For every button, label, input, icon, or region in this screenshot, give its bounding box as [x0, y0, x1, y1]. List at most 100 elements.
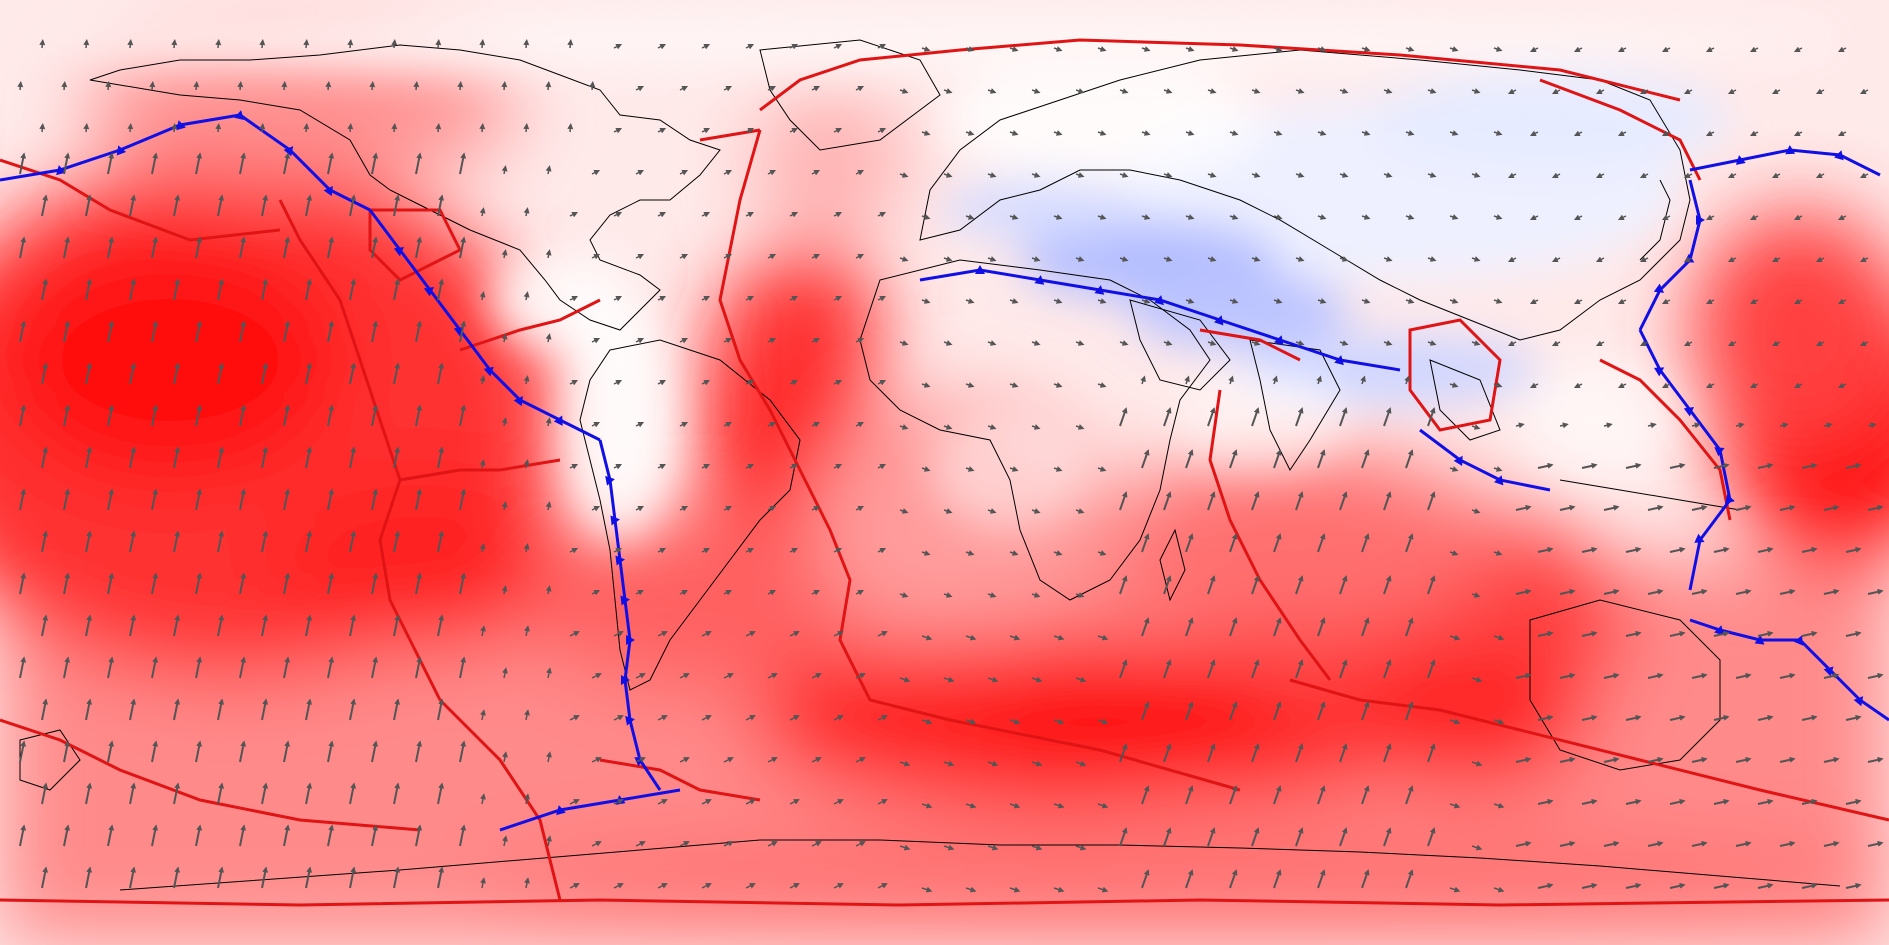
velocity-arrow [1031, 88, 1041, 94]
velocity-arrow [107, 152, 115, 175]
velocity-arrow [1119, 575, 1128, 595]
velocity-arrow [459, 320, 467, 343]
velocity-arrow [899, 424, 909, 430]
velocity-arrow [151, 824, 159, 847]
velocity-arrow [723, 841, 734, 847]
velocity-arrow [943, 676, 955, 683]
velocity-arrow [591, 253, 601, 260]
velocity-arrow [833, 799, 844, 805]
velocity-arrow [151, 656, 159, 679]
velocity-arrow [1845, 798, 1862, 805]
velocity-arrow [877, 715, 888, 721]
velocity-arrow [1691, 504, 1708, 511]
velocity-arrow [501, 501, 508, 511]
velocity-arrow [305, 614, 313, 637]
velocity-arrow [1273, 130, 1283, 136]
velocity-arrow [107, 740, 115, 763]
velocity-arrow [1537, 546, 1554, 553]
velocity-arrow [1749, 46, 1759, 53]
velocity-arrow [371, 824, 379, 847]
velocity-arrow [391, 39, 398, 49]
velocity-arrow [480, 793, 486, 805]
velocity-arrow [569, 295, 579, 302]
velocity-arrow [1295, 659, 1304, 679]
velocity-arrow [635, 589, 645, 596]
velocity-arrow [1207, 407, 1216, 427]
velocity-arrow [501, 81, 508, 91]
velocity-arrow [524, 793, 530, 805]
velocity-arrow [1647, 422, 1657, 429]
velocity-arrow [1207, 256, 1217, 262]
velocity-arrow [1383, 172, 1393, 178]
velocity-arrow [1317, 785, 1326, 805]
velocity-arrow [545, 333, 552, 343]
velocity-arrow [151, 404, 159, 427]
velocity-arrow [393, 698, 401, 721]
velocity-arrow [371, 656, 379, 679]
velocity-arrow [523, 39, 530, 49]
velocity-arrow [855, 505, 865, 512]
velocity-arrow [1097, 298, 1107, 304]
velocity-arrow [1009, 46, 1019, 52]
velocity-arrow [1207, 659, 1216, 679]
velocity-arrow [855, 757, 866, 763]
velocity-arrow [745, 127, 755, 134]
velocity-arrow [435, 39, 442, 49]
velocity-arrow [1669, 630, 1686, 637]
velocity-arrow [613, 883, 624, 889]
velocity-arrow [1229, 785, 1238, 805]
velocity-arrow [965, 382, 975, 388]
velocity-arrow [789, 463, 799, 470]
velocity-arrow [347, 123, 354, 133]
velocity-arrow [1867, 840, 1884, 847]
velocity-arrow [1603, 672, 1620, 679]
velocity-arrow [393, 782, 401, 805]
velocity-arrow [1779, 588, 1796, 595]
velocity-arrow [1163, 256, 1173, 262]
velocity-arrow [987, 172, 997, 178]
velocity-arrow [1647, 504, 1664, 511]
velocity-arrow [1705, 214, 1715, 221]
boundary-nazca [399, 458, 561, 482]
velocity-arrow [129, 446, 137, 469]
boundary-pacific-antarctic [438, 698, 562, 901]
velocity-arrow [63, 572, 71, 595]
velocity-arrow [1097, 130, 1107, 136]
velocity-arrow [789, 547, 799, 554]
velocity-arrow [745, 715, 756, 721]
velocity-arrow [1339, 491, 1348, 511]
velocity-arrow [679, 757, 690, 763]
velocity-arrow [877, 547, 887, 554]
velocity-arrow [1449, 886, 1461, 893]
velocity-arrow [635, 841, 646, 847]
velocity-arrow [1471, 508, 1481, 514]
velocity-arrow [1625, 630, 1642, 637]
velocity-arrow [1735, 422, 1745, 429]
velocity-arrow [217, 530, 225, 553]
velocity-arrow [767, 505, 777, 512]
velocity-arrow [745, 295, 755, 302]
velocity-arrow [811, 253, 821, 260]
velocity-arrow [1295, 340, 1305, 346]
subduction-mediterranean-himalaya [919, 265, 1401, 372]
velocity-arrow [217, 362, 225, 385]
velocity-arrow [987, 760, 999, 767]
velocity-arrow [1581, 546, 1598, 553]
velocity-arrow [151, 236, 159, 259]
velocity-arrow [855, 673, 866, 679]
velocity-arrow [63, 488, 71, 511]
velocity-arrow [1317, 449, 1326, 469]
velocity-arrow [523, 123, 530, 133]
velocity-arrow [1617, 298, 1627, 305]
velocity-arrow [1031, 424, 1041, 430]
velocity-arrow [237, 81, 244, 91]
velocity-arrow [261, 194, 269, 217]
velocity-arrow [1837, 298, 1847, 305]
velocity-arrow [1229, 533, 1238, 553]
velocity-arrow [723, 757, 734, 763]
velocity-arrow [83, 39, 90, 49]
velocity-arrow [1493, 802, 1505, 809]
velocity-arrow [1493, 466, 1503, 472]
